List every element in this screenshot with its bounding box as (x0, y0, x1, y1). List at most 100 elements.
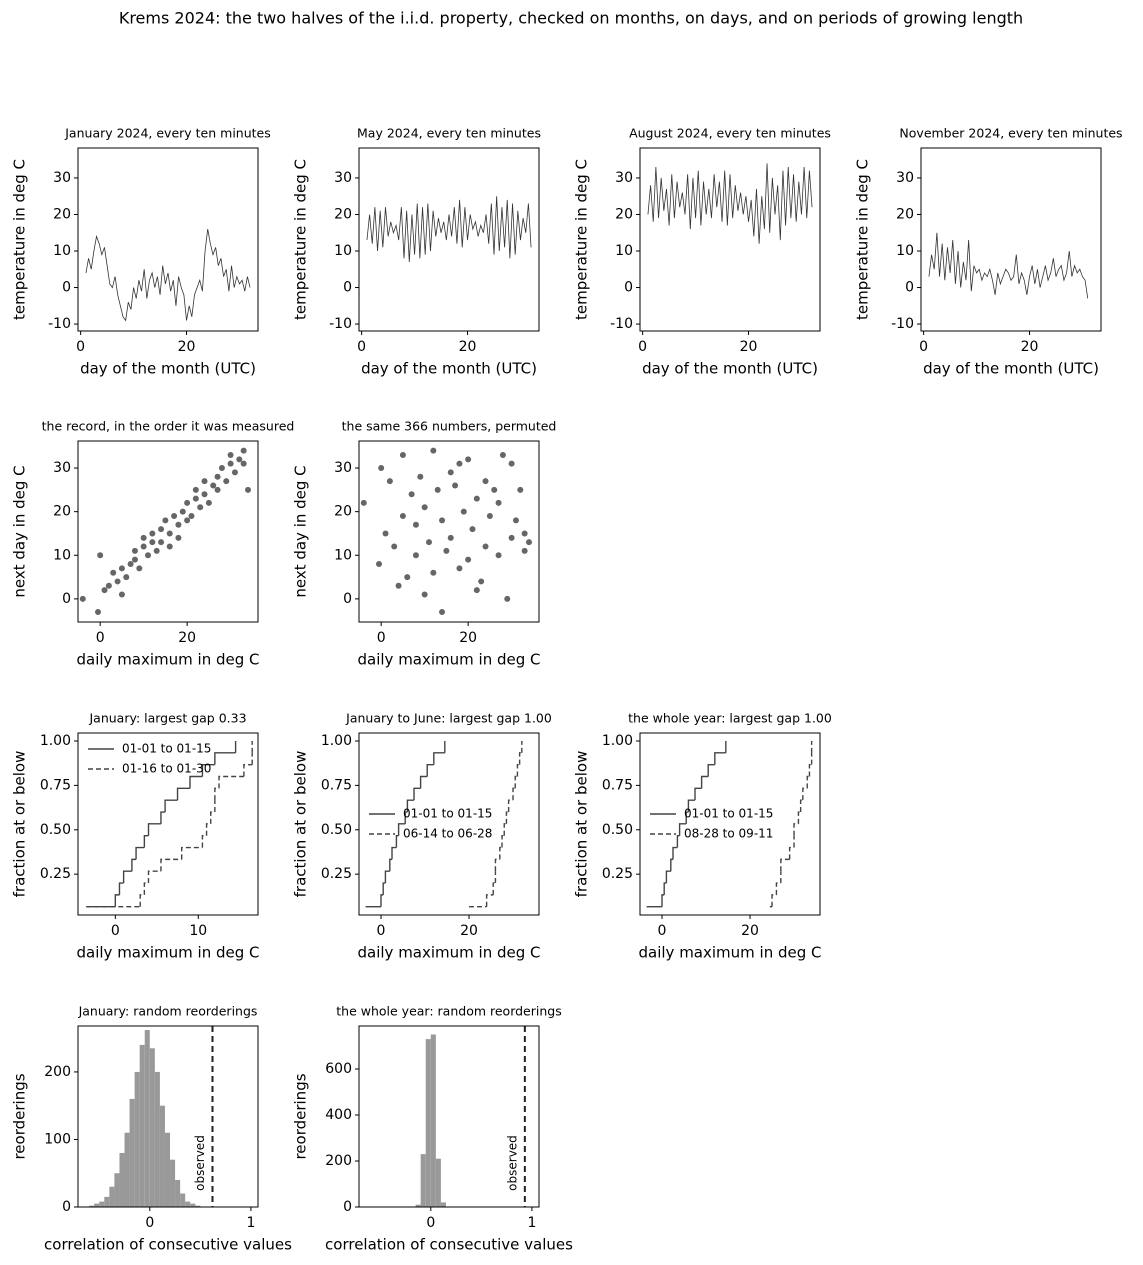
ecdf-step (485, 894, 494, 907)
ecdf-step (797, 811, 801, 824)
ecdf-step (518, 752, 522, 765)
point (166, 530, 173, 537)
ecdf-step (678, 823, 687, 836)
ecdf-step (160, 811, 166, 824)
ecdf-step (670, 858, 674, 872)
y-tick-label: 0.75 (602, 777, 633, 793)
point (421, 591, 428, 598)
point (469, 526, 476, 533)
ecdf-step (139, 894, 145, 907)
point (360, 499, 367, 506)
y-tick-label: 0.50 (321, 822, 352, 838)
ecdf-step (685, 811, 689, 824)
ecdf-step (775, 882, 781, 895)
axes-frame (77, 147, 259, 332)
ecdf-step (114, 894, 120, 907)
point (158, 526, 165, 533)
axes-frame (358, 147, 540, 332)
point (473, 495, 480, 502)
ecdf-step (218, 775, 244, 789)
point (504, 595, 511, 602)
point (175, 534, 182, 541)
ecdf-step (147, 823, 161, 836)
x-tick-label: 0 (357, 339, 366, 355)
point (127, 560, 134, 567)
temperature-line (928, 232, 1089, 299)
point (495, 552, 502, 559)
point (486, 513, 493, 520)
annotation: observed (505, 1135, 519, 1191)
point (97, 552, 104, 559)
point (382, 530, 389, 537)
point (404, 574, 411, 581)
plot-area (79, 447, 251, 615)
y-tick-label: 600 (325, 1061, 352, 1077)
point (153, 547, 160, 554)
point (145, 552, 151, 559)
point (118, 591, 125, 598)
bar (175, 1179, 181, 1207)
bar (109, 1186, 115, 1207)
x-axis-label: correlation of consecutive values (325, 1236, 573, 1254)
axis-title: January: random reorderings (78, 1004, 258, 1019)
bar (119, 1152, 125, 1207)
point (495, 499, 502, 506)
point (214, 486, 221, 493)
legend-label: 01-16 to 01-30 (122, 762, 211, 776)
point (192, 486, 199, 493)
bar (114, 1173, 120, 1207)
bar (185, 1201, 191, 1207)
y-tick-label: 0 (905, 280, 914, 296)
plot-area (366, 196, 532, 262)
x-tick-label: 20 (741, 923, 759, 939)
ecdf-step (131, 858, 137, 872)
x-axis-label: day of the month (UTC) (80, 360, 256, 378)
ecdf-step (499, 846, 503, 860)
point (482, 478, 489, 485)
y-tick-label: -10 (329, 316, 352, 332)
bar (134, 1071, 140, 1207)
point (508, 534, 515, 541)
y-tick-label: 0.75 (40, 777, 71, 793)
ecdf-step (806, 775, 810, 789)
ecdf-step (214, 787, 220, 801)
point (114, 578, 121, 585)
y-tick-label: 100 (44, 1131, 71, 1147)
ecdf-step (210, 811, 215, 824)
bar (94, 1203, 100, 1207)
x-axis-label: correlation of consecutive values (44, 1236, 292, 1254)
ecdf-step (512, 787, 516, 801)
x-tick-label: 20 (460, 923, 478, 939)
point (426, 539, 432, 546)
x-tick-label: 0 (377, 630, 386, 646)
temperature-line (85, 229, 251, 322)
x-tick-label: 20 (178, 630, 196, 646)
point (240, 447, 247, 454)
ecdf-step (799, 799, 803, 813)
y-tick-label: 20 (896, 206, 914, 222)
axis-title: November 2024, every ten minutes (899, 126, 1122, 141)
point (395, 582, 402, 589)
y-tick-label: -10 (891, 316, 914, 332)
point (179, 508, 186, 515)
y-tick-label: 0 (343, 591, 352, 607)
ecdf-step (243, 763, 253, 777)
ecdf-step (514, 775, 518, 789)
figure-title: Krems 2024: the two halves of the i.i.d.… (119, 9, 1023, 28)
point (118, 565, 125, 572)
bar (430, 1034, 436, 1207)
ecdf-step (164, 799, 178, 813)
point (526, 539, 532, 546)
y-tick-label: 10 (896, 243, 914, 259)
ecdf-step (676, 834, 680, 848)
point (456, 460, 463, 467)
point (376, 560, 382, 567)
ecdf-step (694, 787, 702, 801)
point (140, 534, 147, 541)
point (240, 460, 247, 467)
x-axis-label: day of the month (UTC) (923, 360, 1099, 378)
point (110, 569, 117, 576)
y-tick-label: 0 (343, 280, 352, 296)
axes-frame (358, 732, 540, 916)
